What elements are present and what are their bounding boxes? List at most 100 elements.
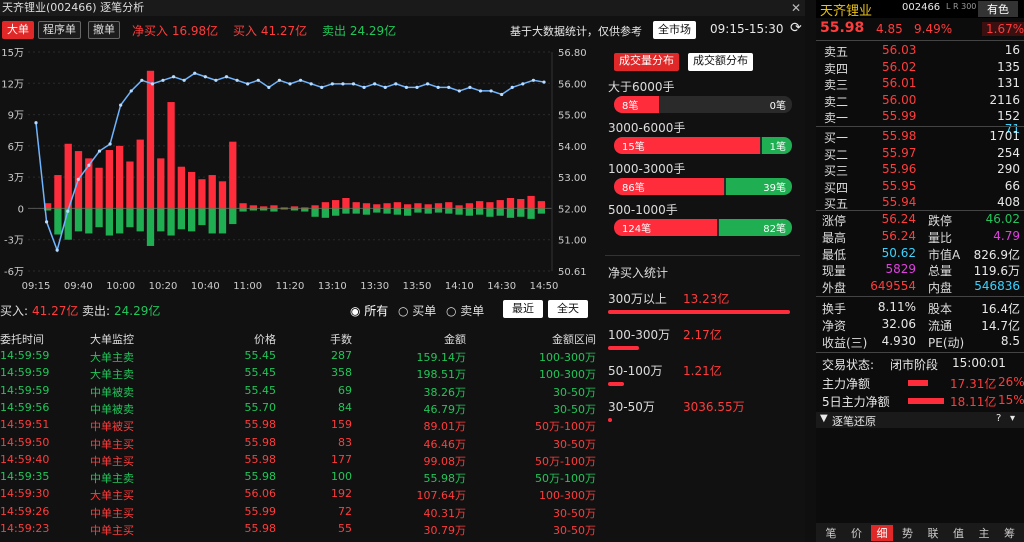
table-row[interactable]: 14:59:35 中单主卖 55.98 100 55.98万 50万-100万 (0, 469, 600, 485)
y-tick-label: -6万 (4, 267, 24, 278)
collapse-icon[interactable]: ▼ (820, 413, 828, 424)
dist-bar-buy (614, 96, 659, 113)
analysis-panel: 天齐锂业(002466) 逐笔分析 ✕ 大单 程序单 撤单 净买入 16.98亿… (0, 1, 802, 537)
price-point (288, 82, 292, 86)
cancel-order-button[interactable]: 撤单 (88, 21, 120, 39)
bottom-tab[interactable]: 主 (978, 527, 990, 540)
buy-bar (465, 203, 473, 209)
big-order-button[interactable]: 大单 (2, 21, 34, 39)
table-row[interactable]: 14:59:30 大单主买 56.06 192 107.64万 100-300万 (0, 486, 600, 502)
divider (816, 296, 1024, 297)
table-row[interactable]: 14:59:23 中单主买 55.98 55 30.79万 30-50万 (0, 521, 600, 537)
range-cell: 30-50万 (553, 506, 596, 520)
volume-cell: 177 (331, 452, 352, 466)
dist-bar: 124笔 82笔 (614, 219, 792, 236)
stat-value: 4.79 (993, 228, 1020, 243)
volume-cell: 69 (338, 383, 352, 397)
sell-bar (517, 208, 525, 217)
time-cell: 14:59:50 (0, 435, 50, 449)
close-icon[interactable]: ✕ (790, 1, 801, 15)
main5-net-bar (908, 398, 944, 404)
column-header: 手数 (330, 333, 352, 346)
price-cell: 55.98 (244, 470, 277, 484)
bottom-tab[interactable]: 筹 (1004, 527, 1015, 540)
stat-label: 股本 (928, 302, 953, 316)
price-point (478, 89, 483, 93)
bottom-tab[interactable]: 价 (851, 527, 862, 540)
refresh-icon[interactable]: ⟳ (790, 20, 802, 36)
net-range-bar (608, 310, 790, 314)
trade-status-label: 交易状态: (822, 358, 875, 372)
dist-bar: 86笔 39笔 (614, 178, 792, 195)
time-cell: 14:59:40 (0, 452, 50, 466)
ask-level: 卖五 56.03 16 (816, 43, 1024, 59)
price-cell: 55.99 (244, 504, 277, 518)
table-row[interactable]: 14:59:59 大单主卖 55.45 287 159.14万 100-300万 (0, 348, 600, 364)
net-range-label: 300万以上 (608, 292, 667, 306)
dropdown-icon[interactable]: ▾ (1010, 413, 1016, 424)
buy-bar (146, 70, 155, 209)
sector-badge[interactable]: 有色 (978, 1, 1018, 17)
dist-bar-sell (726, 178, 792, 195)
help-icon[interactable]: ? (996, 413, 1002, 424)
tab-amount-distribution[interactable]: 成交额分布 (688, 53, 753, 71)
all-day-button[interactable]: 全天 (548, 300, 588, 318)
price-cell: 55.98 (244, 418, 277, 432)
stock-tags: L R 300 (946, 2, 977, 11)
bottom-tab[interactable]: 笔 (825, 527, 837, 540)
table-row[interactable]: 14:59:59 中单被卖 55.45 69 38.26万 30-50万 (0, 383, 600, 399)
sell-bar (270, 208, 278, 212)
restore-header[interactable]: ▼ 逐笔还原 ? ▾ (816, 412, 1024, 428)
table-row[interactable]: 14:59:59 大单主卖 55.45 358 198.51万 100-300万 (0, 365, 600, 381)
price-point (55, 248, 59, 252)
sell-bar (198, 208, 206, 226)
price-point (510, 85, 514, 89)
table-row[interactable]: 14:59:56 中单被卖 55.70 84 46.79万 30-50万 (0, 400, 600, 416)
tab-volume-distribution[interactable]: 成交量分布 (614, 53, 679, 71)
buy-bar (290, 206, 299, 209)
dist-bar-buy (614, 137, 760, 154)
bottom-tab[interactable]: 细 (871, 525, 893, 541)
divider (816, 352, 1024, 353)
time-cell: 14:59:59 (0, 349, 50, 362)
buy-bar (116, 145, 124, 209)
table-row[interactable]: 14:59:40 中单主买 55.98 177 99.08万 50万-100万 (0, 452, 600, 468)
ask-price: 56.01 (882, 76, 917, 90)
table-row[interactable]: 14:59:26 中单主买 55.99 72 40.31万 30-50万 (0, 504, 600, 520)
x-tick-label: 09:40 (64, 281, 93, 292)
price-points (34, 71, 546, 252)
x-tick-label: 14:30 (487, 281, 516, 292)
amount-cell: 46.46万 (423, 437, 467, 451)
buy-bar (332, 200, 340, 209)
sell-bar (414, 208, 422, 213)
buy-bar (136, 139, 144, 209)
legend-sell-label: 卖出: (82, 304, 111, 318)
program-order-button[interactable]: 程序单 (38, 21, 81, 39)
bottom-tab[interactable]: 联 (927, 527, 939, 540)
sell-bar (116, 208, 124, 234)
radio-all[interactable]: ◉ 所有 (350, 304, 389, 318)
bottom-tabs: 笔 价细势 联 值 主 筹 (816, 523, 1024, 542)
radio-sell[interactable]: ○ 卖单 (446, 304, 485, 318)
stat-label: 市值A (928, 247, 961, 262)
market-button[interactable]: 全市场 (653, 21, 696, 39)
price-point (256, 78, 260, 82)
legend-sell-value: 24.29亿 (114, 304, 161, 318)
range-cell: 50万-100万 (535, 454, 596, 468)
main-net-value: 17.31亿 (950, 377, 997, 391)
x-tick-label: 11:20 (276, 281, 305, 292)
bottom-tab[interactable]: 势 (902, 527, 913, 540)
bid-label: 买五 (824, 197, 849, 211)
stat-label: 收益(三) (822, 336, 868, 350)
recent-button[interactable]: 最近 (503, 300, 543, 318)
table-row[interactable]: 14:59:51 中单被买 55.98 159 89.01万 50万-100万 (0, 417, 600, 433)
divider (816, 40, 1024, 41)
sell-bar (455, 208, 463, 215)
bottom-tab[interactable]: 值 (953, 527, 964, 540)
sell-bar (136, 208, 144, 232)
ask-price: 56.00 (882, 92, 917, 107)
table-row[interactable]: 14:59:50 中单主买 55.98 83 46.46万 30-50万 (0, 435, 600, 451)
ask-volume: 135 (997, 59, 1020, 74)
buy-bar (167, 102, 175, 209)
radio-buy[interactable]: ○ 买单 (398, 304, 437, 318)
